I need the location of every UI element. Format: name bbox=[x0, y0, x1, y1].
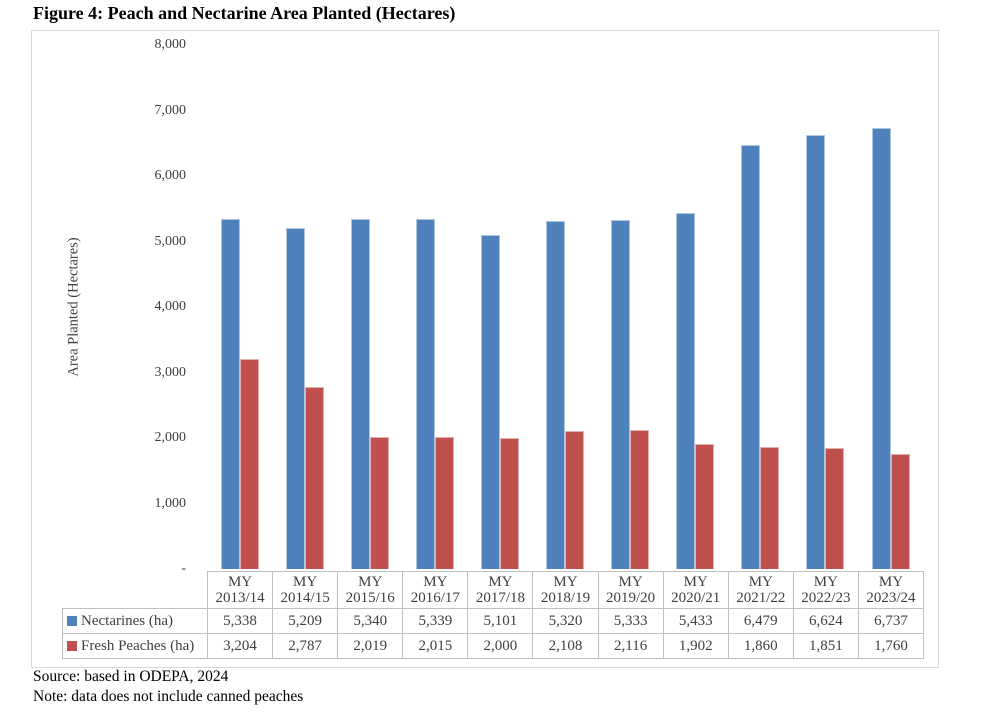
data-note: Note: data does not include canned peach… bbox=[33, 688, 304, 705]
bar-fresh-peaches-ha-my-2015-16 bbox=[369, 436, 389, 569]
value-cell-nectarines-ha-my-2017-18: 5,101 bbox=[467, 608, 534, 634]
value-cell-fresh-peaches-ha-my-2013-14: 3,204 bbox=[206, 633, 274, 659]
value-cell-nectarines-ha-my-2021-22: 6,479 bbox=[727, 608, 794, 634]
source-note: Source: based in ODEPA, 2024 bbox=[33, 668, 229, 685]
value-cell-fresh-peaches-ha-my-2021-22: 1,860 bbox=[727, 633, 794, 659]
value-cell-nectarines-ha-my-2022-23: 6,624 bbox=[792, 608, 859, 634]
legend-label: Fresh Peaches (ha) bbox=[81, 637, 195, 654]
column-header-my-2016-17: MY 2016/17 bbox=[402, 571, 469, 609]
y-axis-tick-label: 1,000 bbox=[154, 495, 187, 511]
bar-fresh-peaches-ha-my-2017-18 bbox=[499, 438, 519, 569]
y-axis-tick-label: 8,000 bbox=[154, 37, 187, 52]
value-cell-nectarines-ha-my-2013-14: 5,338 bbox=[206, 608, 274, 634]
y-axis-tick-label: 6,000 bbox=[154, 168, 187, 183]
bar-fresh-peaches-ha-my-2019-20 bbox=[630, 430, 650, 569]
y-axis-tick-label: 4,000 bbox=[154, 299, 187, 314]
value-cell-fresh-peaches-ha-my-2019-20: 2,116 bbox=[597, 633, 664, 659]
value-cell-nectarines-ha-my-2014-15: 5,209 bbox=[272, 608, 339, 634]
bar-fresh-peaches-ha-my-2016-17 bbox=[434, 437, 454, 569]
column-header-my-2020-21: MY 2020/21 bbox=[662, 571, 729, 609]
value-cell-nectarines-ha-my-2018-19: 5,320 bbox=[532, 608, 599, 634]
column-header-my-2013-14: MY 2013/14 bbox=[206, 571, 274, 609]
bar-nectarines-ha-my-2019-20 bbox=[611, 219, 631, 569]
bar-nectarines-ha-my-2013-14 bbox=[220, 219, 240, 569]
bar-nectarines-ha-my-2023-24 bbox=[871, 127, 891, 569]
legend-swatch-icon bbox=[67, 615, 77, 626]
bar-nectarines-ha-my-2016-17 bbox=[415, 219, 435, 569]
y-axis-title: Area Planted (Hectares) bbox=[65, 237, 82, 377]
value-cell-fresh-peaches-ha-my-2020-21: 1,902 bbox=[662, 633, 729, 659]
value-cell-fresh-peaches-ha-my-2017-18: 2,000 bbox=[467, 633, 534, 659]
bar-nectarines-ha-my-2022-23 bbox=[806, 135, 826, 569]
value-cell-fresh-peaches-ha-my-2023-24: 1,760 bbox=[857, 633, 925, 659]
column-header-my-2018-19: MY 2018/19 bbox=[532, 571, 599, 609]
value-cell-nectarines-ha-my-2015-16: 5,340 bbox=[337, 608, 404, 634]
table-row-nectarines-ha: Nectarines (ha) 5,338 5,209 5,340 5,339 5,101… bbox=[62, 608, 925, 634]
table-corner-cell bbox=[63, 572, 208, 609]
bar-nectarines-ha-my-2017-18 bbox=[480, 234, 500, 569]
value-cell-fresh-peaches-ha-my-2018-19: 2,108 bbox=[532, 633, 599, 659]
column-header-my-2019-20: MY 2019/20 bbox=[597, 571, 664, 609]
column-header-my-2015-16: MY 2015/16 bbox=[337, 571, 404, 609]
bar-fresh-peaches-ha-my-2021-22 bbox=[760, 447, 780, 569]
column-header-my-2017-18: MY 2017/18 bbox=[467, 571, 534, 609]
bar-fresh-peaches-ha-my-2018-19 bbox=[565, 430, 584, 569]
bar-nectarines-ha-my-2021-22 bbox=[741, 144, 761, 569]
bar-nectarines-ha-my-2018-19 bbox=[546, 220, 565, 569]
bar-fresh-peaches-ha-my-2022-23 bbox=[825, 447, 845, 569]
y-axis-tick-label: - bbox=[181, 561, 186, 576]
figure-title: Figure 4: Peach and Nectarine Area Plant… bbox=[33, 3, 456, 23]
bar-fresh-peaches-ha-my-2023-24 bbox=[890, 453, 910, 569]
column-header-my-2014-15: MY 2014/15 bbox=[272, 571, 339, 609]
legend-item-nectarines-ha: Nectarines (ha) bbox=[62, 608, 208, 634]
bar-fresh-peaches-ha-my-2014-15 bbox=[304, 386, 324, 569]
column-header-my-2022-23: MY 2022/23 bbox=[792, 571, 859, 609]
value-cell-fresh-peaches-ha-my-2014-15: 2,787 bbox=[272, 633, 339, 659]
legend-label: Nectarines (ha) bbox=[81, 612, 174, 629]
value-cell-nectarines-ha-my-2019-20: 5,333 bbox=[597, 608, 664, 634]
value-cell-nectarines-ha-my-2023-24: 6,737 bbox=[857, 608, 925, 634]
chart-data-table: MY 2013/14 MY 2014/15 MY 2015/16 MY 2016/17… bbox=[62, 571, 925, 659]
bar-nectarines-ha-my-2015-16 bbox=[350, 219, 370, 569]
column-header-my-2021-22: MY 2021/22 bbox=[727, 571, 794, 609]
value-cell-nectarines-ha-my-2016-17: 5,339 bbox=[402, 608, 469, 634]
bar-nectarines-ha-my-2020-21 bbox=[676, 213, 696, 569]
column-header-my-2023-24: MY 2023/24 bbox=[857, 571, 925, 609]
y-axis-tick-label: 3,000 bbox=[154, 364, 187, 380]
bar-fresh-peaches-ha-my-2013-14 bbox=[239, 359, 259, 569]
y-axis-tick-label: 2,000 bbox=[154, 430, 187, 445]
table-row-fresh-peaches-ha: Fresh Peaches (ha) 3,204 2,787 2,019 2,015 2,… bbox=[62, 633, 925, 659]
value-cell-fresh-peaches-ha-my-2022-23: 1,851 bbox=[792, 633, 859, 659]
bar-fresh-peaches-ha-my-2020-21 bbox=[695, 444, 715, 569]
y-axis-tick-label: 5,000 bbox=[154, 233, 187, 249]
legend-item-fresh-peaches-ha: Fresh Peaches (ha) bbox=[62, 633, 208, 659]
legend-swatch-icon bbox=[67, 640, 77, 651]
bar-nectarines-ha-my-2014-15 bbox=[285, 227, 305, 569]
value-cell-nectarines-ha-my-2020-21: 5,433 bbox=[662, 608, 729, 634]
y-axis-tick-label: 7,000 bbox=[154, 102, 187, 118]
value-cell-fresh-peaches-ha-my-2015-16: 2,019 bbox=[337, 633, 404, 659]
value-cell-fresh-peaches-ha-my-2016-17: 2,015 bbox=[402, 633, 469, 659]
plot-area bbox=[207, 45, 923, 569]
